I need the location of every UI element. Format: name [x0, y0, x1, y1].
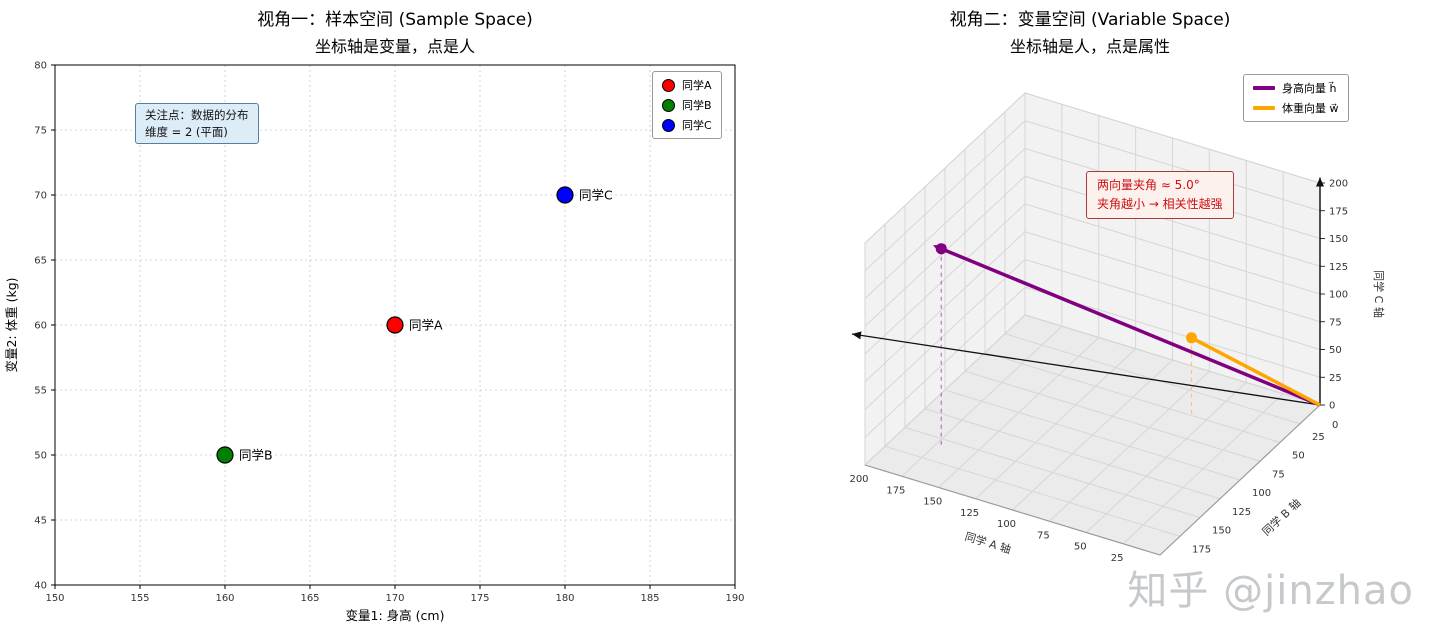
legend-entry: 同学A [662, 77, 712, 93]
y-tick-label: 60 [34, 321, 47, 332]
z3d-tick-label: 0 [1329, 401, 1335, 412]
y-tick-label: 80 [34, 61, 47, 72]
legend-line-icon [1253, 106, 1275, 110]
x3d-tick-label: 50 [1074, 542, 1087, 553]
z3d-tick-label: 175 [1329, 206, 1348, 217]
right-chart-subtitle: 坐标轴是人，点是属性 [1009, 37, 1170, 56]
legend-label: 同学A [682, 79, 712, 92]
y3d-tick-label: 75 [1272, 469, 1285, 480]
angle-annotation-box: 两向量夹角 ≈ 5.0° 夹角越小 → 相关性越强 [1086, 171, 1234, 220]
left-legend: 同学A 同学B 同学C [652, 71, 722, 139]
x-tick-label: 190 [725, 593, 744, 604]
watermark: 知乎 @jinzhao [1127, 568, 1414, 614]
scatter-point [556, 186, 574, 204]
focus-annotation-line1: 关注点：数据的分布 [145, 108, 249, 122]
y3d-axis-label: 同学 B 轴 [1259, 496, 1303, 539]
z3d-tick-label: 200 [1329, 179, 1348, 190]
scatter-point [386, 316, 404, 334]
z3d-axis-label: 同学 C 轴 [1372, 270, 1386, 318]
legend-entry: 身高向量 h⃗ [1253, 80, 1339, 96]
legend-marker-icon [662, 78, 675, 92]
focus-annotation-line2: 维度 = 2 (平面) [145, 124, 228, 139]
legend-entry: 体重向量 w⃗ [1253, 100, 1339, 116]
y3d-tick-label: 25 [1312, 432, 1325, 443]
y-tick-label: 45 [34, 516, 47, 527]
angle-annotation-line2: 夹角越小 → 相关性越强 [1097, 197, 1223, 212]
variable-space-panel: 视角二：变量空间 (Variable Space) 坐标轴是人，点是属性 200… [760, 0, 1440, 640]
x-tick-label: 160 [215, 593, 234, 604]
x-tick-label: 150 [45, 593, 64, 604]
left-title-block: 视角一：样本空间 (Sample Space) 坐标轴是变量，点是人 [0, 5, 760, 57]
z3d-tick-label: 50 [1329, 345, 1342, 356]
x-tick-label: 180 [555, 593, 574, 604]
legend-marker-icon [662, 98, 675, 112]
x-tick-label: 155 [130, 593, 149, 604]
y-axis-edge [1159, 404, 1321, 556]
x3d-tick-label: 175 [886, 485, 905, 496]
point-label: 同学B [239, 448, 273, 463]
y-tick-label: 65 [34, 256, 47, 267]
z3d-tick-label: 25 [1329, 373, 1342, 384]
x3d-tick-label: 75 [1037, 530, 1050, 541]
left-chart-title: 视角一：样本空间 (Sample Space) [257, 10, 533, 30]
legend-marker-icon [662, 118, 675, 132]
point-label: 同学A [409, 318, 443, 333]
z3d-tick-label: 150 [1329, 234, 1348, 245]
x3d-tick-label: 100 [997, 519, 1016, 530]
legend-label: 身高向量 h⃗ [1282, 82, 1337, 95]
sample-space-plot: 150 155 160 165 170 175 180 185 190 40 45 50 55 60 65 7… [4, 61, 745, 624]
point-label: 同学C [579, 188, 613, 203]
z3d-tick-label: 125 [1329, 262, 1348, 273]
vector-tip-dot [1186, 332, 1197, 344]
vector-line [940, 247, 1321, 407]
left-chart-subtitle: 坐标轴是变量，点是人 [314, 37, 475, 56]
y-axis-label: 变量2: 体重 (kg) [4, 277, 19, 372]
y-tick-label: 50 [34, 451, 47, 462]
x-axis-edge [864, 464, 1161, 556]
x3d-tick-label: 25 [1111, 553, 1124, 564]
sample-space-panel: 视角一：样本空间 (Sample Space) 坐标轴是变量，点是人 150 15… [0, 5, 760, 624]
scatter-point [216, 446, 234, 464]
x-direction-arrow [851, 333, 1321, 406]
right-legend: 身高向量 h⃗ 体重向量 w⃗ [1243, 74, 1349, 122]
x-tick-label: 185 [640, 593, 659, 604]
right-title-block: 视角二：变量空间 (Variable Space) 坐标轴是人，点是属性 [760, 5, 1440, 57]
x-tick-label: 175 [470, 593, 489, 604]
legend-entry: 同学B [662, 97, 712, 113]
y-tick-label: 75 [34, 126, 47, 137]
legend-entry: 同学C [662, 117, 712, 133]
x-direction-arrow-head [852, 331, 862, 340]
y3d-tick-label: 100 [1252, 488, 1271, 499]
y3d-tick-label: 175 [1192, 544, 1211, 555]
z-axis-arrow-head [1315, 177, 1325, 187]
y3d-tick-label: 50 [1292, 451, 1305, 462]
focus-annotation-box: 关注点：数据的分布 维度 = 2 (平面) [135, 103, 259, 145]
legend-label: 体重向量 w⃗ [1282, 102, 1339, 115]
x-tick-label: 170 [385, 593, 404, 604]
legend-label: 同学C [682, 119, 712, 132]
x3d-tick-label: 125 [960, 508, 979, 519]
y-tick-label: 70 [34, 191, 47, 202]
y-tick-label: 40 [34, 581, 47, 592]
legend-label: 同学B [682, 99, 712, 112]
y3d-tick-label: 125 [1232, 507, 1251, 518]
x3d-tick-label: 150 [923, 497, 942, 508]
x3d-axis-label: 同学 A 轴 [963, 529, 1013, 556]
y3d-tick-label: 150 [1212, 526, 1231, 537]
x3d-tick-label: 200 [849, 474, 868, 485]
z3d-tick-label: 75 [1329, 317, 1342, 328]
x-tick-label: 165 [300, 593, 319, 604]
vector-tip-dot [935, 243, 947, 255]
y3d-zero-label: 0 [1332, 420, 1338, 431]
variable-space-plot: 2001751501251007550252550751001251501750… [849, 91, 1386, 564]
x-axis-label: 变量1: 身高 (cm) [346, 608, 445, 623]
z3d-tick-label: 100 [1329, 290, 1348, 301]
legend-line-icon [1253, 86, 1275, 90]
vector-line [1190, 336, 1321, 407]
right-chart-title: 视角二：变量空间 (Variable Space) [949, 10, 1231, 30]
angle-annotation-line1: 两向量夹角 ≈ 5.0° [1097, 178, 1200, 192]
y-tick-label: 55 [34, 386, 47, 397]
